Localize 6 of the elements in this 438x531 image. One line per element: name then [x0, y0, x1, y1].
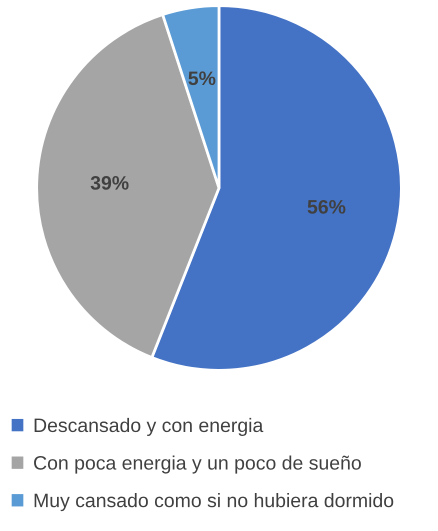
data-label: 39%	[90, 176, 129, 190]
legend-label: Muy cansado como si no hubiera dormido	[34, 493, 394, 512]
data-label: 5%	[188, 71, 216, 86]
legend-label: Descansado y con energia	[34, 418, 264, 436]
data-label: 56%	[308, 200, 346, 214]
legend-label: Con poca energia y un poco de sueño	[34, 455, 361, 474]
